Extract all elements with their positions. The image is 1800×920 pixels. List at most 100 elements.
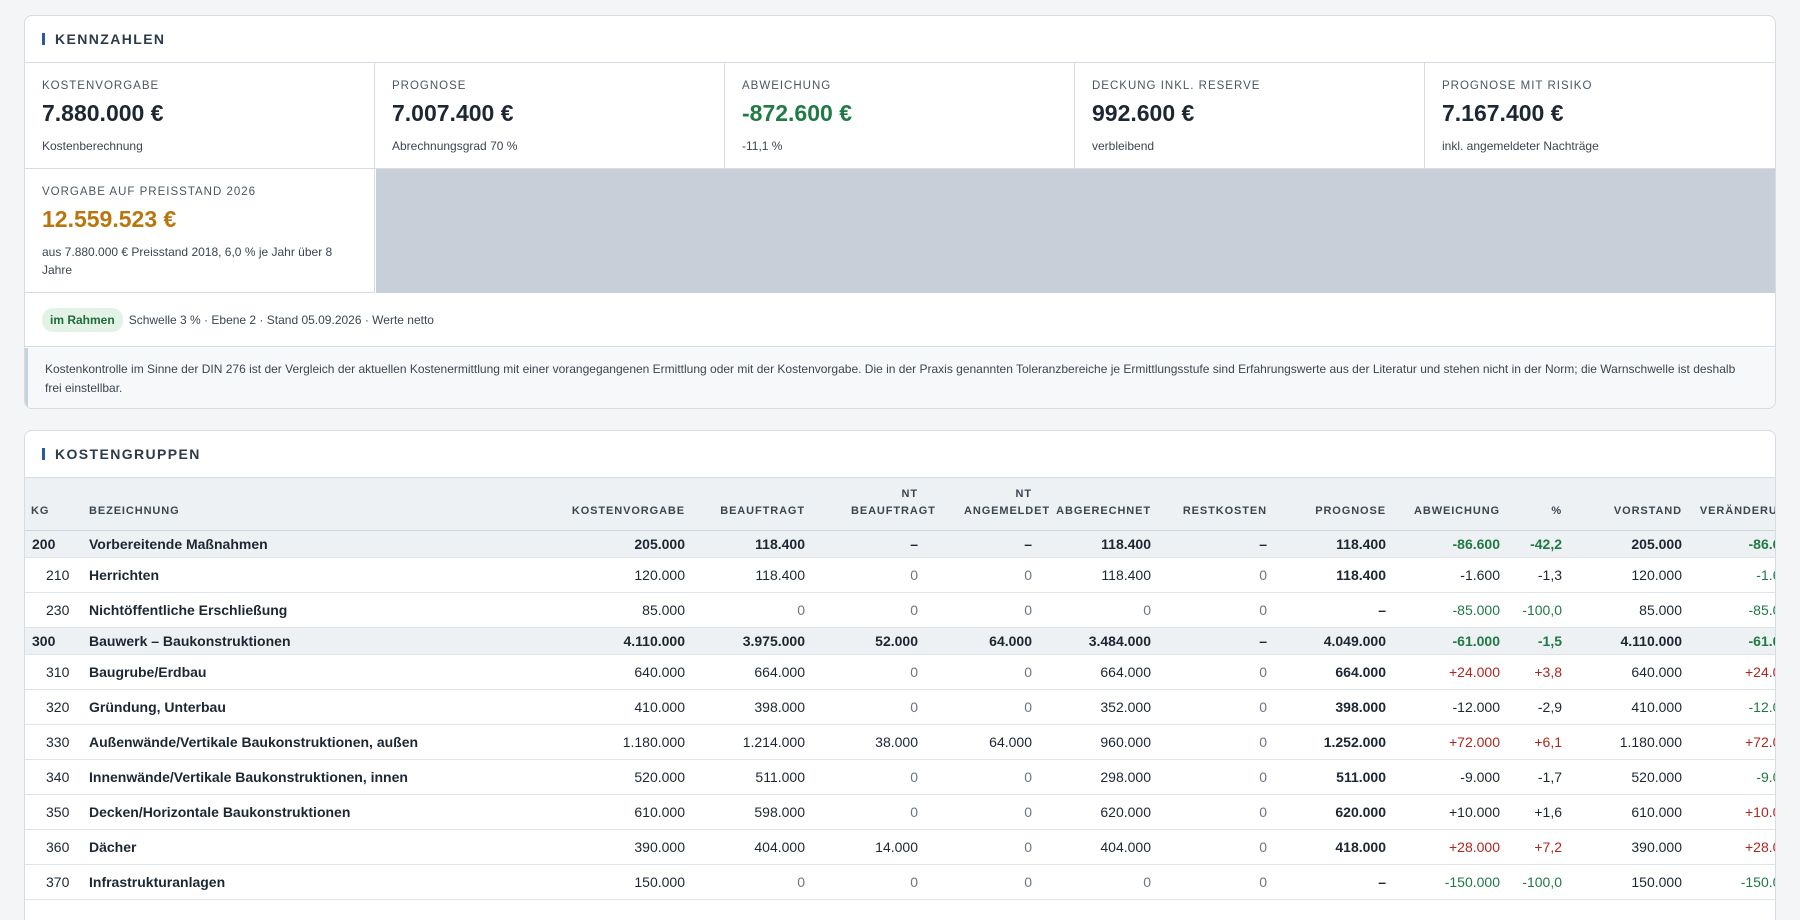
nt-beauftragt-cell: 0 [811,864,924,900]
nt-beauftragt-cell: 52.000 [811,627,924,655]
nt-beauftragt-cell: 14.000 [811,829,924,865]
table-row[interactable]: 350 Decken/Horizontale Baukonstruktionen 6… [25,794,1775,830]
vorstand-cell: 390.000 [1568,829,1688,865]
table-row[interactable]: 310 Baugrube/Erdbau 640.000 664.000 0 0 664.00… [25,654,1775,690]
kostenvorgabe-cell: 150.000 [523,864,691,900]
kpi-value: 7.880.000 € [42,100,164,126]
vorstand-cell: 120.000 [1568,557,1688,593]
table-row[interactable]: 370 Infrastrukturanlagen 150.000 0 0 0 0 0– -150… [25,864,1775,900]
kg-cell: 370 [25,864,83,900]
col-header-nt-angemeldet[interactable]: NT ANGEMELDET [924,478,1049,531]
status-row: im Rahmen Schwelle 3 % · Ebene 2 · Stand… [25,293,1775,347]
prognose-cell: 620.000 [1273,794,1392,830]
status-badge: im Rahmen [42,307,123,332]
kpi-sub: Abrechnungsgrad 70 % [392,139,518,153]
kpi-label: DECKUNG INKL. RESERVE [1092,80,1261,92]
beauftragt-cell: 118.400 [691,557,811,593]
abgerechnet-cell: 3.484.000 [1038,627,1157,655]
kg-cell: 360 [25,829,83,865]
veraenderung-cell: +10.000 [1688,794,1775,830]
kpi-kostenvorgabe: KOSTENVORGABE 7.880.000 € Kostenberechnu… [25,63,375,169]
col-header-beauftragt[interactable]: BEAUFTRAGT [691,478,811,531]
nt-angemeldet-cell: 0 [924,654,1038,690]
prozent-cell: -1,7 [1506,759,1568,795]
kpi-value: 12.559.523 € [42,206,177,232]
beauftragt-cell: 0 [691,592,811,628]
section-accent-bar [42,448,45,460]
restkosten-cell: – [1157,530,1273,558]
abweichung-cell: -12.000 [1392,689,1506,725]
kostenvorgabe-cell: 640.000 [523,654,691,690]
kpi-value: 992.600 € [1092,100,1195,126]
kpi-value: -872.600 € [742,100,852,126]
restkosten-cell: 0 [1157,759,1273,795]
col-header-nt-beauftragt[interactable]: NT BEAUFTRAGT [811,478,935,531]
abweichung-cell: +72.000 [1392,724,1506,760]
bezeichnung-cell: Innenwände/Vertikale Baukonstruktionen, … [83,759,523,795]
veraenderung-cell: +72.000 [1688,724,1775,760]
kostenvorgabe-cell: 4.110.000 [523,627,691,655]
kpi-empty-area [376,169,1775,293]
prozent-cell: -100,0 [1506,864,1568,900]
prognose-cell: 118.400 [1273,530,1392,558]
veraenderung-cell: +24.000 [1688,654,1775,690]
kostenvorgabe-cell: 610.000 [523,794,691,830]
prozent-cell: -1,3 [1506,557,1568,593]
abweichung-cell: -1.600 [1392,557,1506,593]
veraenderung-cell: -85.000 [1688,592,1775,628]
beauftragt-cell: 1.214.000 [691,724,811,760]
table-row[interactable]: 210 Herrichten 120.000 118.400 0 0 118.400 0 118… [25,557,1775,593]
veraenderung-cell: -86.600 [1688,530,1775,558]
kg-cell: 340 [25,759,83,795]
vorstand-cell: 85.000 [1568,592,1688,628]
kostenvorgabe-cell: 85.000 [523,592,691,628]
prozent-cell: +3,8 [1506,654,1568,690]
restkosten-cell: 0 [1157,654,1273,690]
abweichung-cell: -9.000 [1392,759,1506,795]
col-header-abweichung[interactable]: ABWEICHUNG [1392,478,1506,531]
col-header-prozent[interactable]: % [1506,478,1568,531]
bezeichnung-cell: Infrastrukturanlagen [83,864,523,900]
kpi-prognose: PROGNOSE 7.007.400 € Abrechnungsgrad 70 … [375,63,725,169]
kostenvorgabe-cell: 390.000 [523,829,691,865]
kpi-sub: -11,1 % [742,139,783,153]
col-header-kostenvorgabe[interactable]: KOSTENVORGABE [523,478,691,531]
prognose-cell: 511.000 [1273,759,1392,795]
kpi-sub: inkl. angemeldeter Nachträge [1442,139,1599,153]
table-group-row[interactable]: 300 Bauwerk – Baukonstruktionen 4.110.000 3… [25,627,1775,655]
abgerechnet-cell: 0 [1038,864,1157,900]
col-header-veraenderung[interactable]: VERÄNDERUNG [1688,478,1775,531]
abgerechnet-cell: 0 [1038,592,1157,628]
table-row[interactable]: 320 Gründung, Unterbau 410.000 398.000 0 0 352… [25,689,1775,725]
veraenderung-cell: -61.000 [1688,627,1775,655]
table-header-row: KG BEZEICHNUNG KOSTENVORGABE BEAUFTRAGT … [25,478,1775,531]
table-group-row[interactable]: 200 Vorbereitende Maßnahmen 205.000 118.400… [25,530,1775,558]
table-row[interactable]: 360 Dächer 390.000 404.000 14.000 0 404.000 0 41… [25,829,1775,865]
kg-cell: 200 [25,530,83,558]
kpi-sub: Kostenberechnung [42,139,143,153]
beauftragt-cell: 511.000 [691,759,811,795]
col-header-kg[interactable]: KG [25,478,83,531]
bezeichnung-cell: Außenwände/Vertikale Baukonstruktionen, … [83,724,523,760]
prognose-cell: 4.049.000 [1273,627,1392,655]
nt-beauftragt-cell: 0 [811,592,924,628]
col-header-vorstand[interactable]: VORSTAND [1568,478,1688,531]
nt-angemeldet-cell: 0 [924,689,1038,725]
col-header-abgerechnet[interactable]: ABGERECHNET [1038,478,1157,531]
table-row[interactable]: 340 Innenwände/Vertikale Baukonstruktione… [25,759,1775,795]
col-header-prognose[interactable]: PROGNOSE [1273,478,1392,531]
kpi-vorgabe-preisstand: VORGABE AUF PREISSTAND 2026 12.559.523 €… [25,169,375,293]
prognose-cell: 1.252.000 [1273,724,1392,760]
kpi-deckung: DECKUNG INKL. RESERVE 992.600 € verbleib… [1075,63,1425,169]
col-header-bezeichnung[interactable]: BEZEICHNUNG [83,478,523,531]
kpi-label: VORGABE AUF PREISSTAND 2026 [42,186,257,198]
kennzahlen-title: KENNZAHLEN [55,31,166,47]
table-row[interactable]: 230 Nichtöffentliche Erschließung 85.000 0 0… [25,592,1775,628]
kostenvorgabe-cell: 120.000 [523,557,691,593]
col-header-restkosten[interactable]: RESTKOSTEN [1157,478,1273,531]
beauftragt-cell: 398.000 [691,689,811,725]
kpi-label: PROGNOSE MIT RISIKO [1442,80,1593,92]
veraenderung-cell: +28.000 [1688,829,1775,865]
kpi-sub: verbleibend [1092,139,1155,153]
table-row[interactable]: 330 Außenwände/Vertikale Baukonstruktione… [25,724,1775,760]
